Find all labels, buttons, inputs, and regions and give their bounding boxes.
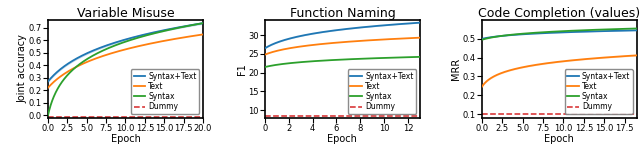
Title: Code Completion (values): Code Completion (values)	[478, 7, 640, 20]
Title: Function Naming: Function Naming	[289, 7, 396, 20]
X-axis label: Epoch: Epoch	[328, 134, 357, 144]
X-axis label: Epoch: Epoch	[545, 134, 574, 144]
Y-axis label: Joint accuracy: Joint accuracy	[17, 34, 27, 103]
Y-axis label: MRR: MRR	[451, 58, 461, 80]
Legend: Syntax+Text, Text, Syntax, Dummy: Syntax+Text, Text, Syntax, Dummy	[564, 69, 633, 114]
Legend: Syntax+Text, Text, Syntax, Dummy: Syntax+Text, Text, Syntax, Dummy	[348, 69, 416, 114]
Y-axis label: F1: F1	[237, 63, 246, 75]
X-axis label: Epoch: Epoch	[111, 134, 140, 144]
Legend: Syntax+Text, Text, Syntax, Dummy: Syntax+Text, Text, Syntax, Dummy	[131, 69, 199, 114]
Title: Variable Misuse: Variable Misuse	[77, 7, 174, 20]
